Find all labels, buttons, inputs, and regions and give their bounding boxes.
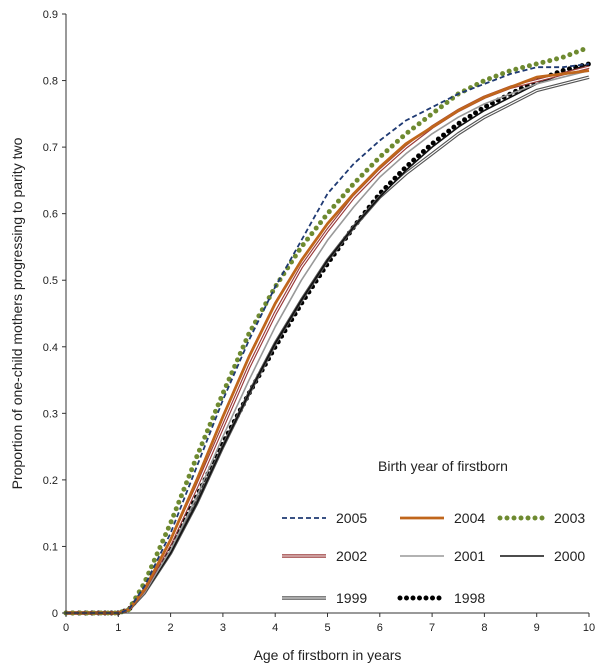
x-tick-label: 2	[168, 622, 174, 634]
legend: Birth year of firstborn 2005 2004 2003 2002…	[282, 458, 585, 606]
y-axis-title: Proportion of one-child mothers progress…	[9, 137, 25, 489]
y-tick-label: 0.8	[43, 76, 58, 88]
y-tick-label: 0.7	[43, 142, 58, 154]
y-tick-label: 0.2	[43, 475, 58, 487]
legend-label-2005: 2005	[336, 510, 367, 526]
legend-title: Birth year of firstborn	[378, 458, 508, 474]
x-tick-label: 8	[481, 622, 487, 634]
legend-item-2005: 2005	[282, 510, 367, 526]
x-tick-label: 6	[377, 622, 383, 634]
y-tick-label: 0.5	[43, 275, 58, 287]
legend-label-2002: 2002	[336, 548, 367, 564]
series-line-1998	[63, 61, 592, 616]
series-line-2003	[63, 44, 592, 616]
y-tick-label: 0.9	[43, 9, 58, 21]
series-layer	[63, 44, 592, 616]
series-line-2002	[66, 65, 590, 615]
series-line-2001	[66, 69, 590, 614]
series-line-2004	[66, 69, 590, 615]
y-tick-label: 0.1	[43, 541, 58, 553]
legend-label-1998: 1998	[454, 590, 485, 606]
series-line-1999-inner	[66, 76, 590, 614]
series-line-1999-outer	[66, 75, 590, 615]
x-tick-label: 0	[63, 622, 69, 634]
series-line-2000	[66, 63, 590, 614]
x-tick-label: 7	[429, 622, 435, 634]
x-tick-label: 10	[583, 622, 595, 634]
series-line-2002-inner	[66, 66, 590, 614]
legend-label-2004: 2004	[454, 510, 485, 526]
x-axis-title: Age of firstborn in years	[254, 647, 402, 663]
series-line-2002-outer	[66, 65, 590, 615]
x-tick-label: 4	[272, 622, 278, 634]
y-tick-label: 0.3	[43, 408, 58, 420]
y-tick-label: 0.4	[43, 342, 58, 354]
y-ticks: 0 0.1 0.2 0.3 0.4 0.5 0.6 0.7 0.8 0.9	[43, 9, 66, 620]
legend-label-1999: 1999	[336, 590, 367, 606]
legend-items: 2005 2004 2003 2002 2001 2000 1999 1998	[282, 510, 585, 606]
y-tick-label: 0	[52, 608, 58, 620]
legend-label-2001: 2001	[454, 548, 485, 564]
legend-item-2004: 2004	[400, 510, 485, 526]
legend-item-1999: 1999	[282, 590, 367, 606]
legend-label-2003: 2003	[554, 510, 585, 526]
legend-item-2000: 2000	[500, 548, 585, 564]
legend-item-2001: 2001	[400, 548, 485, 564]
x-tick-label: 9	[534, 622, 540, 634]
x-tick-label: 1	[115, 622, 121, 634]
plot-area: 0 1 2 3 4 5 6 7 8 9 10 0 0.1 0.2 0.3 0.4 0.5 0.6 0.7 0.8 0.…	[43, 9, 595, 634]
legend-item-1998: 1998	[397, 590, 485, 606]
x-ticks: 0 1 2 3 4 5 6 7 8 9 10	[63, 613, 595, 634]
x-tick-label: 5	[324, 622, 330, 634]
legend-item-2003: 2003	[497, 510, 585, 526]
series-line-2005	[66, 63, 590, 614]
x-tick-label: 3	[220, 622, 226, 634]
legend-item-2002: 2002	[282, 548, 367, 564]
legend-label-2000: 2000	[554, 548, 585, 564]
y-tick-label: 0.6	[43, 209, 58, 221]
series-line-1999	[66, 75, 590, 615]
